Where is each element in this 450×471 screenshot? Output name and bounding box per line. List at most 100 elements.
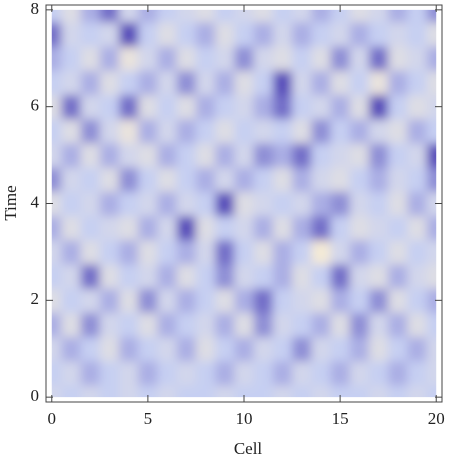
heat-cell [176,336,197,362]
heat-cell [292,9,312,23]
heat-cell [234,191,255,217]
heat-cell [157,264,178,289]
heat-cell [253,118,274,144]
heat-cell [176,360,197,386]
heat-cell [349,21,370,47]
heat-cell [51,70,62,96]
heat-cell [311,46,332,71]
heat-cell [407,118,428,144]
heat-cell [234,21,255,47]
heat-cell [234,9,255,23]
heat-cell [368,239,389,265]
heat-cell [330,21,351,47]
heat-cell [176,191,197,217]
heat-cell [215,9,235,23]
heat-cell [407,46,428,71]
heat-cell [368,167,389,192]
heat-cell [157,167,178,192]
heat-cell [292,70,312,96]
heat-cell [272,288,293,313]
heat-cell [272,360,293,386]
heat-cell [195,312,216,338]
y-tick-label: 0 [31,386,40,405]
heat-cell [234,288,255,313]
heat-cell [234,312,255,338]
heat-cell [157,336,178,362]
heat-cell [51,360,62,386]
heat-cell [51,312,62,338]
heat-cell [311,142,332,168]
heat-cell [349,312,370,338]
heat-cell [234,142,255,168]
y-tick-label: 6 [31,96,40,115]
heat-cell [388,191,408,217]
heat-cell [311,288,332,313]
heat-cell [119,118,139,144]
heat-cell [61,385,82,398]
heat-cell [330,360,351,386]
heat-cell [292,191,312,217]
heat-cell [176,385,197,398]
heat-cell [234,336,255,362]
heat-cell [215,70,235,96]
heat-cell [99,191,120,217]
heat-cell [157,46,178,71]
heat-cell [253,142,274,168]
heat-cell [215,288,235,313]
heat-cell [292,360,312,386]
heat-cell [253,167,274,192]
heat-cell [195,239,216,265]
heat-cell [176,142,197,168]
heat-cell [176,21,197,47]
heat-cell [368,288,389,313]
heat-cell [272,215,293,241]
heat-cell [253,288,274,313]
heat-cell [119,264,139,289]
heat-cell [311,94,332,120]
heat-cell [176,312,197,338]
heat-cell [61,360,82,386]
heat-cell [234,167,255,192]
heat-cell [176,239,197,265]
heat-cell [368,264,389,289]
heat-cell [119,191,139,217]
heat-cell [253,9,274,23]
heat-cell [253,336,274,362]
heat-cell [51,9,62,23]
heat-cell [272,9,293,23]
heat-cell [426,118,437,144]
heat-cell [99,312,120,338]
heat-cell [234,94,255,120]
heat-cell [138,191,158,217]
heat-cell [253,70,274,96]
heat-cell [426,385,437,398]
heat-cell [426,191,437,217]
heat-cell [349,142,370,168]
heat-cell [407,385,428,398]
heat-cell [272,142,293,168]
heat-cell [330,385,351,398]
heat-cell [407,360,428,386]
heat-cell [407,288,428,313]
heat-cell [138,215,158,241]
heat-cell [234,215,255,241]
heat-cell [388,167,408,192]
heat-cell [176,288,197,313]
heat-cell [99,94,120,120]
heat-cell [80,264,101,289]
heat-cell [195,70,216,96]
heat-cell [292,336,312,362]
heat-cell [99,288,120,313]
heat-cell [119,94,139,120]
heat-cell [157,9,178,23]
heat-cell [330,264,351,289]
heat-cell [176,94,197,120]
heat-cell [253,385,274,398]
heat-cell [407,167,428,192]
heat-cell [119,239,139,265]
heat-cell [176,264,197,289]
heat-cell [272,70,293,96]
heat-cell [388,9,408,23]
heat-cell [99,336,120,362]
heat-cell [426,142,437,168]
